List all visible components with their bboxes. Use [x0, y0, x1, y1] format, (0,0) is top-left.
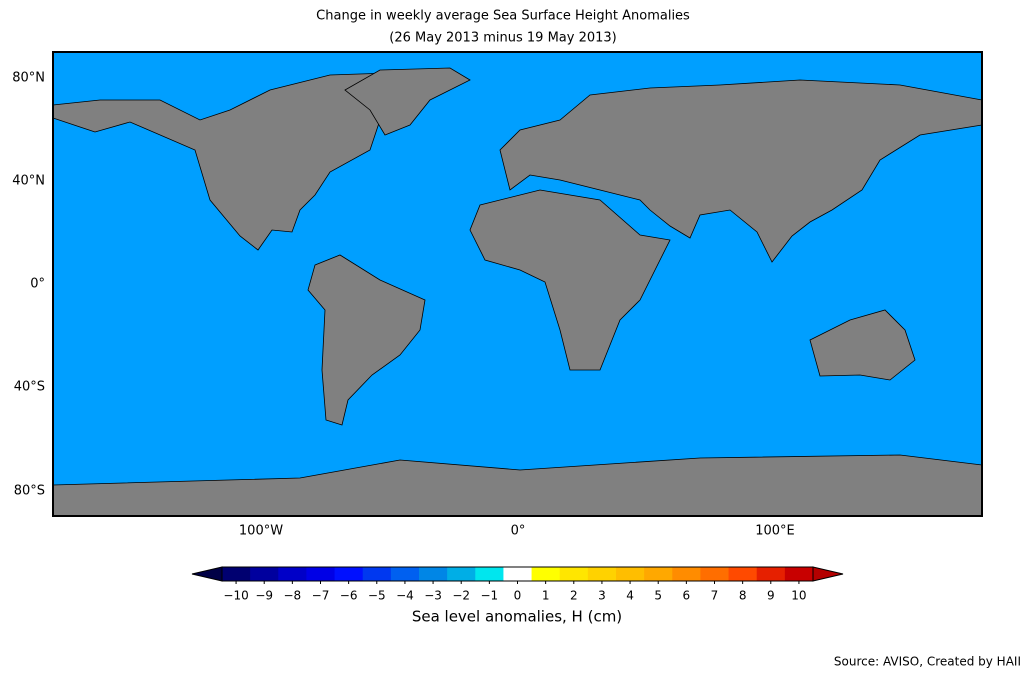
colorbar-tick-label: 8	[739, 589, 747, 603]
colorbar-cell	[756, 567, 786, 581]
colorbar-cell	[503, 567, 533, 581]
colorbar-tick-label: −1	[481, 589, 499, 603]
lat-label: 80°S	[14, 484, 45, 499]
colorbar-cell	[447, 567, 476, 581]
colorbar-cell	[362, 567, 392, 581]
africa	[469, 189, 671, 371]
colorbar-tick-label: 10	[791, 589, 806, 603]
lat-label: 40°S	[14, 380, 45, 395]
colorbar-cell	[587, 567, 617, 581]
lon-label: 100°E	[755, 524, 795, 539]
colorbar-cell	[306, 567, 336, 581]
colorbar-tick-label: −4	[396, 589, 414, 603]
australia	[809, 309, 916, 381]
colorbar-over	[812, 566, 844, 582]
colorbar-tick-label: 4	[626, 589, 634, 603]
colorbar-tick-label: 0	[514, 589, 522, 603]
colorbar-tick-label: −6	[340, 589, 358, 603]
lon-label: 100°W	[239, 524, 283, 539]
lat-label: 80°N	[12, 71, 45, 86]
colorbar-tick-label: −7	[312, 589, 330, 603]
colorbar-cell	[672, 567, 701, 581]
colorbar-tick-label: 2	[570, 589, 578, 603]
lon-label: 0°	[511, 524, 526, 539]
colorbar-cell	[475, 567, 504, 581]
antarctica	[53, 454, 982, 516]
colorbar-cell	[334, 567, 364, 581]
map-frame	[52, 51, 983, 517]
colorbar-cell	[531, 567, 561, 581]
colorbar-cell	[559, 567, 589, 581]
colorbar: −10 −9 −8 −7 −6 −5 −4 −3 −2 −1 0 1 2 3 4 5 6 7 8 9 10	[191, 566, 844, 603]
colorbar-cell	[700, 567, 730, 581]
colorbar-cell	[390, 567, 420, 581]
lat-label: 40°N	[12, 174, 45, 189]
colorbar-cell	[278, 567, 307, 581]
colorbar-tick-label: −2	[452, 589, 470, 603]
colorbar-tick-label: 6	[683, 589, 691, 603]
north-america	[53, 71, 441, 251]
colorbar-tick-label: −10	[223, 589, 248, 603]
colorbar-tick-label: −5	[368, 589, 386, 603]
colorbar-cell	[644, 567, 673, 581]
colorbar-tick-label: 3	[598, 589, 606, 603]
colorbar-cell	[728, 567, 758, 581]
colorbar-label: Sea level anomalies, H (cm)	[412, 608, 622, 626]
source: Source: AVISO, Created by HAII	[834, 655, 1021, 669]
colorbar-tick-label: −3	[424, 589, 442, 603]
title: Change in weekly average Sea Surface Hei…	[316, 9, 690, 24]
colorbar-cell	[250, 567, 279, 581]
south-america	[307, 254, 426, 426]
colorbar-tick-label: 1	[542, 589, 550, 603]
greenland	[344, 67, 471, 136]
eurasia	[499, 79, 982, 263]
colorbar-cell	[419, 567, 448, 581]
colorbar-under	[191, 566, 223, 582]
colorbar-cell	[784, 567, 814, 581]
colorbar-tick-label: 5	[654, 589, 662, 603]
subtitle: (26 May 2013 minus 19 May 2013)	[389, 31, 616, 46]
map	[53, 52, 982, 516]
colorbar-tick-label: 9	[767, 589, 775, 603]
colorbar-tick-label: 7	[711, 589, 719, 603]
lat-label: 0°	[30, 277, 45, 292]
colorbar-cell	[616, 567, 645, 581]
colorbar-cell	[222, 567, 251, 581]
colorbar-tick-label: −9	[255, 589, 273, 603]
colorbar-tick-label: −8	[284, 589, 302, 603]
